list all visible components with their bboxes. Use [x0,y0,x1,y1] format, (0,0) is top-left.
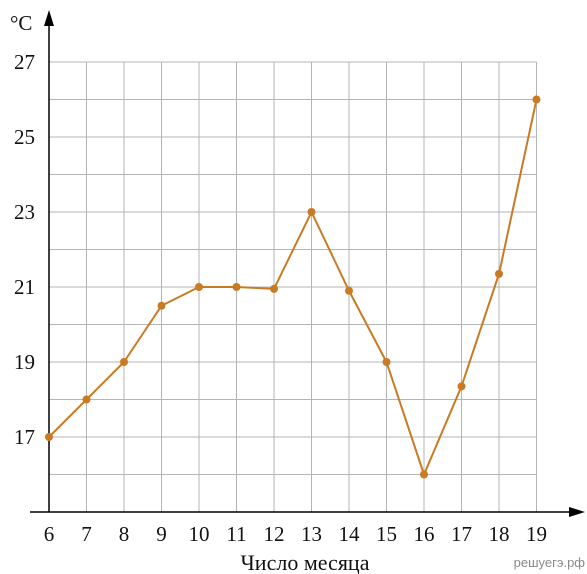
x-tick-label: 8 [119,522,130,546]
y-tick-labels: 17 19 21 23 25 27 [14,50,35,449]
x-tick-label: 16 [414,522,435,546]
x-tick-label: 19 [526,522,547,546]
x-axis-arrow [569,507,585,517]
x-tick-label: 11 [226,522,246,546]
axes [30,10,585,517]
y-tick-label: 17 [14,425,35,449]
data-point [232,283,241,291]
y-tick-label: 21 [14,275,35,299]
y-tick-label: 23 [14,200,35,224]
data-point [270,284,278,293]
data-point [157,301,166,310]
x-tick-labels: 6 7 8 9 10 11 12 13 14 15 16 17 18 19 [44,522,547,546]
x-tick-label: 15 [376,522,397,546]
x-tick-label: 10 [189,522,210,546]
x-tick-label: 7 [81,522,92,546]
series-line [48,99,538,478]
data-points [45,95,541,479]
y-axis-unit: °C [10,11,32,35]
y-tick-label: 19 [14,350,35,374]
x-tick-label: 12 [264,522,285,546]
x-tick-label: 6 [44,522,55,546]
data-point [420,470,428,479]
data-point [45,433,53,441]
y-tick-label: 27 [14,50,35,74]
x-tick-label: 13 [301,522,322,546]
x-tick-label: 18 [489,522,510,546]
data-point [457,382,466,391]
data-point [82,395,91,404]
data-point [345,286,353,295]
data-point [495,269,503,278]
y-axis-arrow [44,10,54,26]
x-tick-label: 9 [156,522,167,546]
data-point [382,358,391,366]
grid [49,61,537,512]
x-tick-label: 14 [339,522,361,546]
data-point [120,358,128,366]
data-point [307,208,316,216]
data-point [532,95,541,104]
watermark: решуегэ.рф [514,555,586,570]
data-point [195,283,203,291]
y-tick-label: 25 [14,125,35,149]
x-tick-label: 17 [451,522,472,546]
x-axis-title: Число месяца [241,550,370,574]
